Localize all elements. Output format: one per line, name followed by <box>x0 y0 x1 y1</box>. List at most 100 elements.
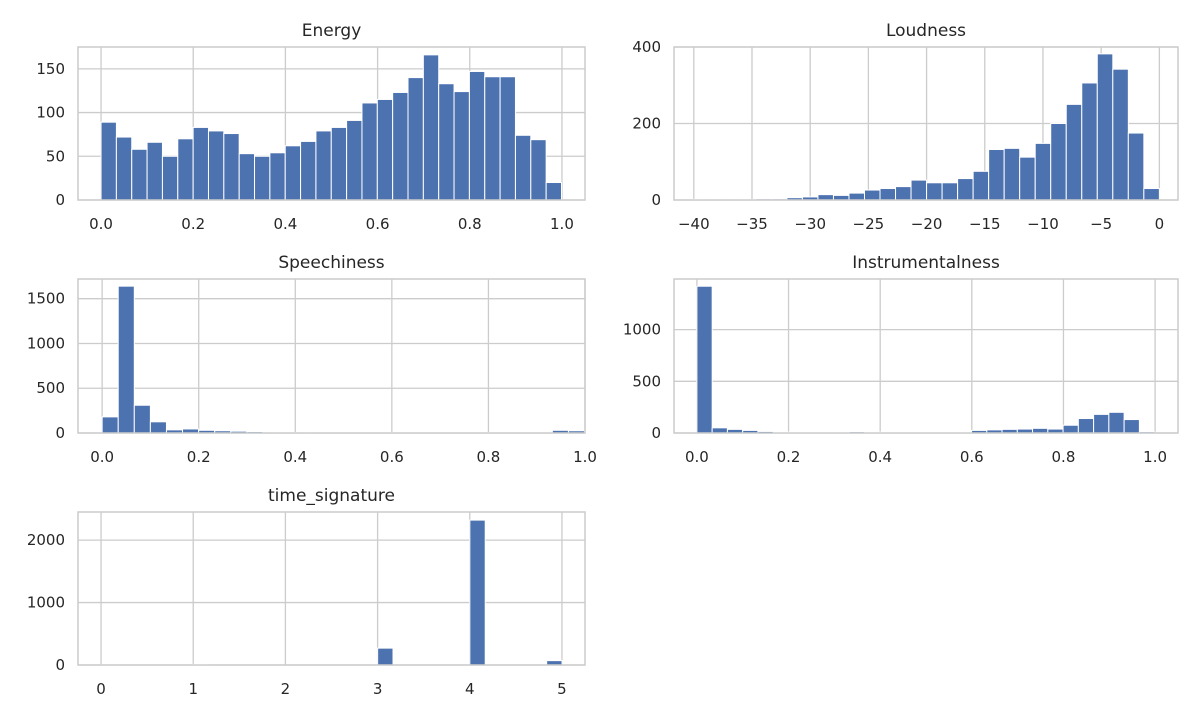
energy-chart-title: Energy <box>302 21 362 41</box>
time-signature-x-tick-label: 0 <box>96 680 106 698</box>
loudness-bar <box>1019 156 1036 201</box>
loudness-plot-frame <box>673 46 1179 201</box>
energy-histogram-panel: 0.0 0.2 0.4 0.6 0.8 1.0 0 50 100 150 Energy <box>36 21 586 233</box>
loudness-bar <box>1065 103 1083 201</box>
energy-bar <box>269 152 286 201</box>
energy-bar <box>545 182 562 201</box>
energy-bar <box>284 145 302 201</box>
loudness-x-tick-label: −30 <box>794 215 826 233</box>
loudness-bar <box>910 179 928 201</box>
instrumentalness-plot-frame <box>673 278 1179 434</box>
energy-bar <box>161 155 179 201</box>
loudness-bar <box>957 178 974 201</box>
energy-bar <box>453 91 470 201</box>
energy-bar <box>361 102 378 201</box>
instrumentalness-bar <box>696 285 713 434</box>
energy-x-tick-label: 0.2 <box>181 215 205 233</box>
energy-bar <box>330 126 348 201</box>
time-signature-y-tick-label: 2000 <box>27 531 65 549</box>
energy-bar <box>207 130 225 201</box>
loudness-x-tick-label: 0 <box>1155 215 1165 233</box>
energy-bar <box>346 119 363 201</box>
loudness-bar <box>895 186 912 201</box>
loudness-chart-title: Loudness <box>886 21 966 41</box>
time-signature-x-tick-label: 1 <box>188 680 198 698</box>
loudness-bar <box>972 170 990 201</box>
loudness-y-tick-label: 400 <box>632 38 661 56</box>
instrumentalness-bar <box>1123 419 1140 434</box>
energy-x-tick-label: 0.6 <box>366 215 390 233</box>
energy-bar <box>376 98 394 201</box>
instrumentalness-histogram-panel: 0.0 0.2 0.4 0.6 0.8 1.0 0 500 1000 Instrumentalne… <box>623 253 1179 466</box>
energy-bar <box>438 83 455 201</box>
energy-bar <box>484 76 501 201</box>
energy-bar <box>131 148 148 201</box>
time-signature-x-tick-label: 4 <box>465 680 475 698</box>
time-signature-x-tick-label: 2 <box>281 680 291 698</box>
loudness-x-tick-label: −10 <box>1027 215 1059 233</box>
loudness-bar <box>1050 123 1067 201</box>
instrumentalness-bar <box>1108 411 1125 434</box>
loudness-x-tick-label: −25 <box>853 215 885 233</box>
loudness-bar <box>1112 68 1129 201</box>
instrumentalness-y-tick-label: 0 <box>651 424 661 442</box>
energy-bar <box>100 121 117 201</box>
loudness-x-tick-label: −20 <box>911 215 943 233</box>
speechiness-y-tick-label: 0 <box>55 424 65 442</box>
speechiness-chart-title: Speechiness <box>278 253 384 273</box>
loudness-bar <box>1143 188 1160 201</box>
time-signature-histogram-panel: 0 1 2 3 4 5 0 1000 2000 time_signature <box>27 486 586 698</box>
energy-bar <box>530 139 547 201</box>
instrumentalness-chart-title: Instrumentalness <box>852 253 1000 273</box>
time-signature-x-tick-label: 5 <box>557 680 567 698</box>
loudness-bar <box>988 149 1005 201</box>
loudness-bar <box>1034 142 1052 201</box>
speechiness-bar <box>149 421 167 434</box>
speechiness-y-tick-label: 1000 <box>27 334 65 352</box>
loudness-bar <box>863 189 881 201</box>
energy-y-tick-label: 0 <box>55 191 65 209</box>
instrumentalness-x-tick-label: 0.2 <box>777 448 801 466</box>
energy-bar <box>115 136 133 201</box>
instrumentalness-bar <box>1062 424 1079 434</box>
time-signature-y-tick-label: 1000 <box>27 594 65 612</box>
loudness-x-tick-label: −15 <box>969 215 1001 233</box>
instrumentalness-bar <box>1093 413 1110 434</box>
energy-x-tick-label: 0.0 <box>89 215 113 233</box>
speechiness-bar <box>117 285 135 434</box>
speechiness-x-tick-label: 1.0 <box>573 448 597 466</box>
speechiness-bar <box>133 404 151 434</box>
time-signature-plot-frame <box>77 511 586 666</box>
speechiness-x-tick-label: 0.8 <box>476 448 500 466</box>
loudness-histogram-panel: −40 −35 −30 −25 −20 −15 −10 −5 0 0 200 400 Loudness <box>632 21 1179 233</box>
instrumentalness-bar <box>711 427 728 434</box>
instrumentalness-x-tick-label: 0.0 <box>685 448 709 466</box>
loudness-bar <box>817 194 834 201</box>
instrumentalness-x-tick-label: 0.8 <box>1052 448 1076 466</box>
energy-x-tick-label: 0.8 <box>458 215 482 233</box>
speechiness-x-tick-label: 0.2 <box>187 448 211 466</box>
instrumentalness-y-tick-label: 500 <box>632 372 661 390</box>
loudness-bar <box>1096 53 1114 201</box>
speechiness-plot-frame <box>77 278 586 434</box>
energy-bar <box>300 140 317 201</box>
loudness-bar <box>926 182 943 201</box>
loudness-bar <box>879 188 897 201</box>
energy-bar <box>177 138 194 201</box>
instrumentalness-y-tick-label: 1000 <box>623 321 661 339</box>
energy-plot-frame <box>77 46 586 201</box>
speechiness-x-tick-label: 0.4 <box>283 448 307 466</box>
time-signature-x-tick-label: 3 <box>373 680 383 698</box>
time-signature-bar <box>469 519 486 666</box>
energy-bar <box>254 155 271 201</box>
loudness-bar <box>1081 82 1098 201</box>
energy-bar <box>146 141 163 201</box>
energy-y-tick-label: 100 <box>36 104 65 122</box>
time-signature-bar <box>377 647 394 666</box>
energy-bar <box>514 134 532 201</box>
speechiness-y-tick-label: 500 <box>36 379 65 397</box>
energy-x-tick-label: 1.0 <box>550 215 574 233</box>
loudness-bar <box>848 192 865 201</box>
loudness-x-tick-label: −35 <box>736 215 768 233</box>
